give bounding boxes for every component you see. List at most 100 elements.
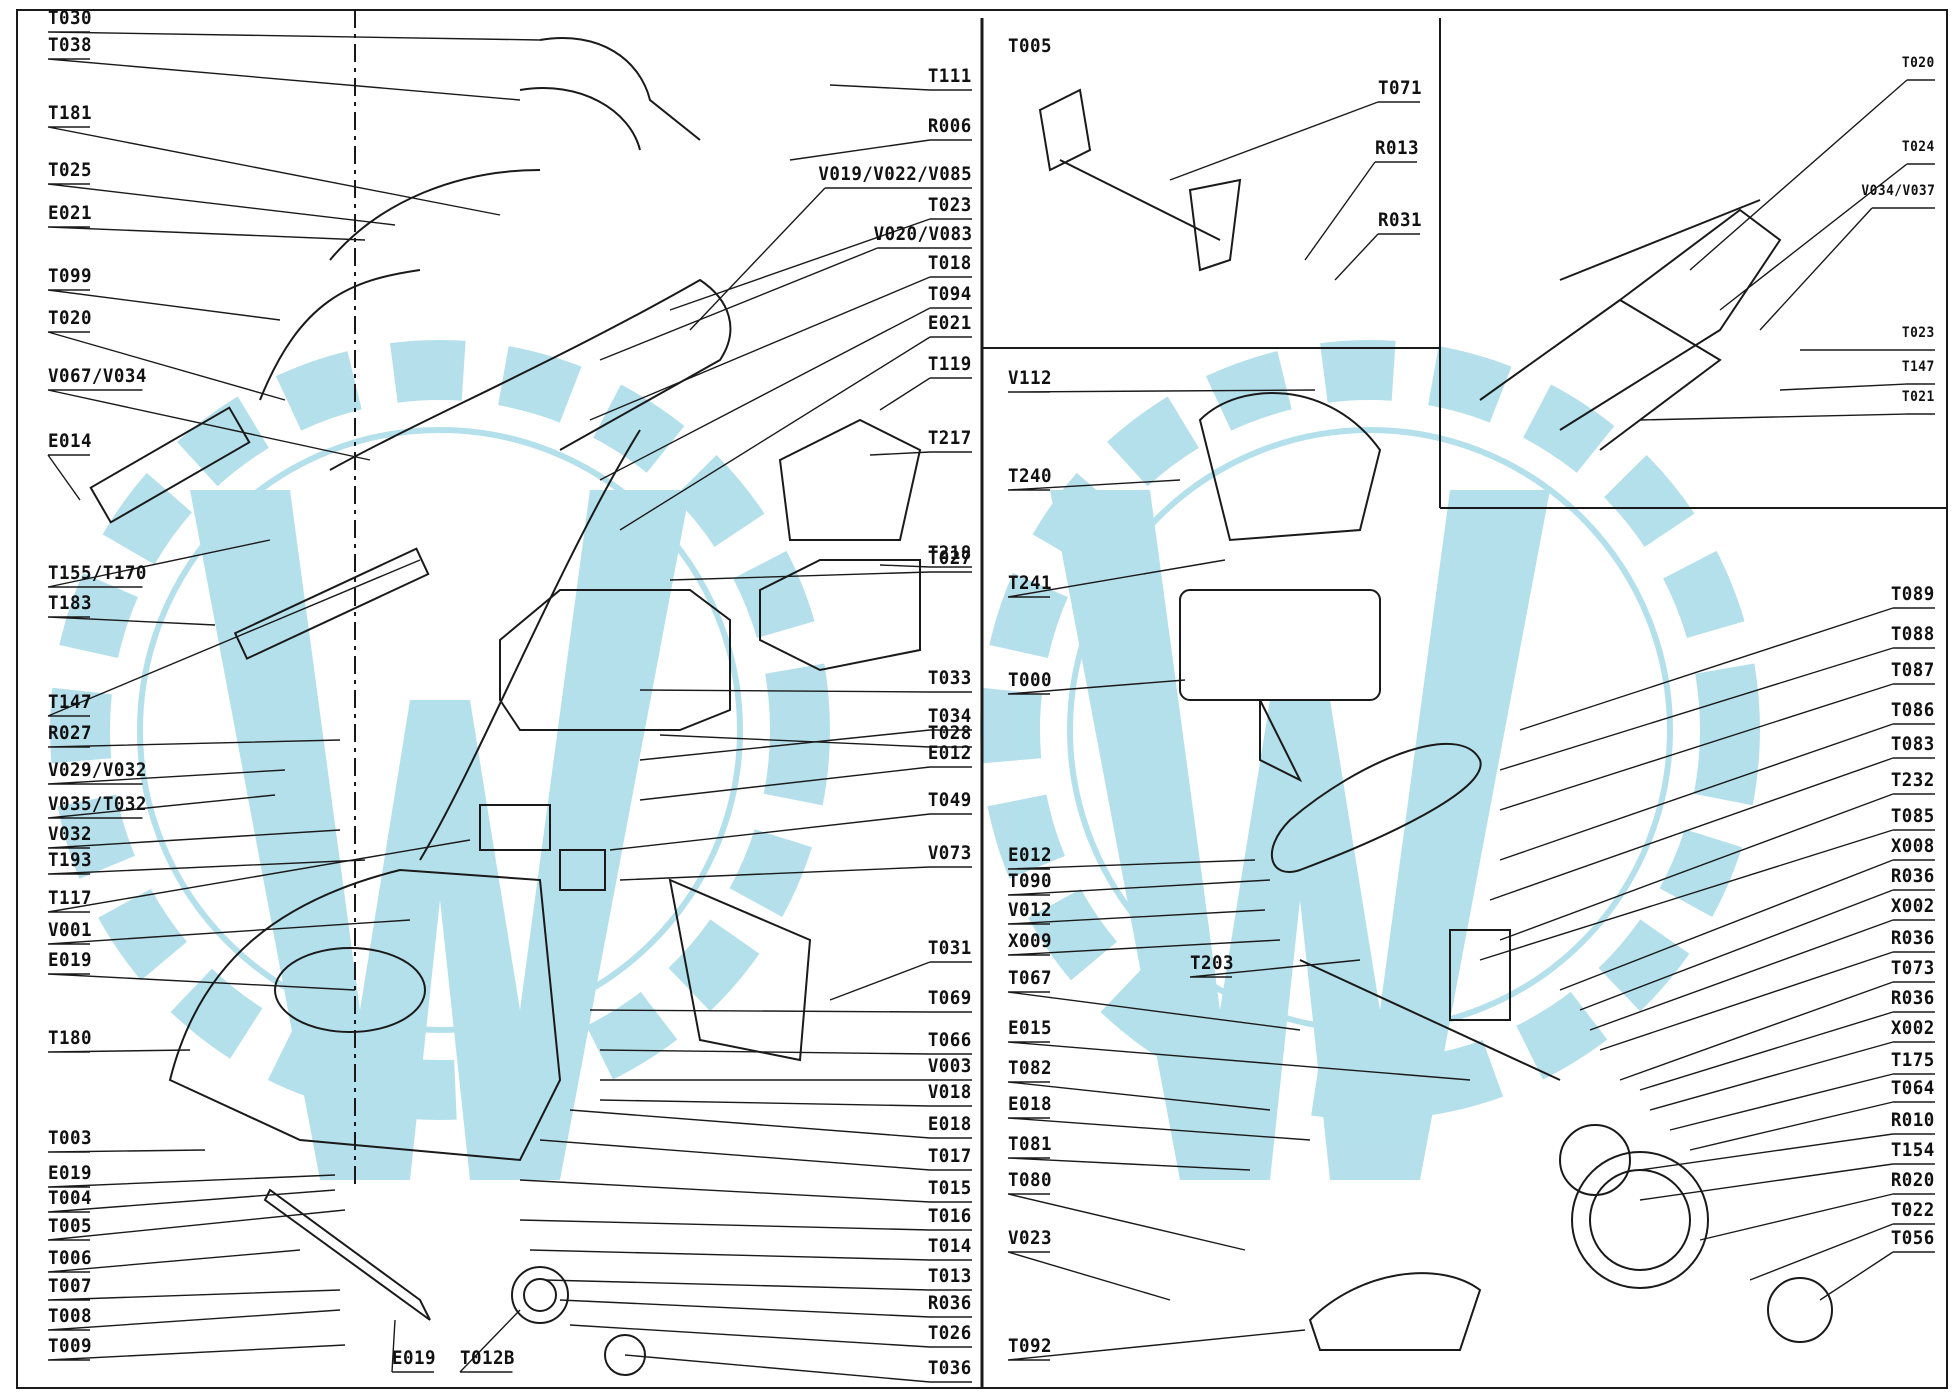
leader-line: [599, 307, 972, 481]
leader-line: [1007, 939, 1281, 956]
leader-line: [869, 451, 972, 456]
leader-line: [1649, 1041, 1935, 1111]
part-label: T030: [48, 7, 92, 29]
leader-line: [519, 1179, 972, 1203]
part-label: X002: [1891, 1017, 1935, 1039]
leader-line: [669, 218, 972, 311]
part-label: R027: [48, 722, 92, 744]
leader-line: [47, 454, 90, 501]
part-label: T007: [48, 1275, 92, 1297]
part-label: T067: [1008, 967, 1052, 989]
part-label: T038: [48, 34, 92, 56]
leader-line: [1619, 981, 1935, 1081]
leader-line: [1007, 1117, 1311, 1141]
leader-line: [47, 1149, 206, 1153]
leader-line: [1779, 383, 1935, 391]
leader-line: [589, 1009, 972, 1013]
leader-line: [47, 839, 471, 913]
part-label: T094: [928, 283, 972, 305]
leader-line: [609, 813, 972, 851]
part-label: T092: [1008, 1335, 1052, 1357]
part-label: T155/T170: [48, 562, 147, 584]
leader-line: [569, 1324, 972, 1348]
part-label: T203: [1190, 952, 1234, 974]
leader-line: [1007, 1329, 1306, 1361]
leader-line: [47, 829, 341, 849]
leader-line: [1559, 859, 1935, 991]
part-label: R013: [1375, 137, 1419, 159]
part-label: T056: [1891, 1227, 1935, 1249]
leader-line: [879, 564, 972, 568]
part-label: T180: [48, 1027, 92, 1049]
part-label: T081: [1008, 1133, 1052, 1155]
part-label: E018: [928, 1113, 972, 1135]
part-label: T005: [48, 1215, 92, 1237]
part-label: V020/V083: [873, 223, 972, 245]
leader-line: [1589, 919, 1935, 1031]
part-label: R010: [1891, 1109, 1935, 1131]
leader-line: [569, 1109, 972, 1139]
leader-line: [619, 336, 972, 531]
part-label: T175: [1891, 1049, 1935, 1071]
leader-line: [1479, 829, 1935, 961]
leader-line: [47, 1209, 346, 1241]
part-label: X009: [1008, 930, 1052, 952]
part-label: T025: [48, 159, 92, 181]
part-label: T031: [928, 937, 972, 959]
part-label: E014: [48, 430, 92, 452]
leader-line: [1519, 607, 1935, 731]
part-label: T232: [1891, 769, 1935, 791]
part-label: T000: [1008, 669, 1052, 691]
leader-line: [529, 1249, 972, 1261]
leader-line: [639, 766, 972, 801]
part-label: T004: [48, 1187, 92, 1209]
leader-line: [559, 1299, 972, 1318]
part-label: T085: [1891, 805, 1935, 827]
leader-line: [459, 1309, 521, 1373]
part-label: T049: [928, 789, 972, 811]
part-label: T080: [1008, 1169, 1052, 1191]
leader-line: [519, 1219, 972, 1231]
part-label: X002: [1891, 895, 1935, 917]
leader-line: [1007, 991, 1301, 1031]
part-label: E018: [1008, 1093, 1052, 1115]
part-label: T218: [928, 542, 972, 564]
leader-line: [624, 1354, 972, 1383]
part-label: T022: [1891, 1199, 1935, 1221]
part-label: E021: [928, 312, 972, 334]
part-label: V073: [928, 842, 972, 864]
leader-line: [1669, 1073, 1935, 1131]
part-label: T217: [928, 427, 972, 449]
leader-line: [47, 1174, 336, 1188]
part-label: T020: [48, 307, 92, 329]
part-label: T154: [1891, 1139, 1935, 1161]
part-label: T069: [928, 987, 972, 1009]
leader-line: [1499, 683, 1935, 811]
leader-line: [589, 276, 972, 421]
part-label: V012: [1008, 899, 1052, 921]
leader-line: [639, 729, 972, 761]
part-label: T023: [1902, 325, 1935, 341]
part-label: V001: [48, 919, 92, 941]
leader-line: [1304, 161, 1417, 261]
part-label: T086: [1891, 699, 1935, 721]
leader-line: [47, 539, 271, 588]
part-label: T034: [928, 705, 972, 727]
leader-line: [1334, 233, 1420, 281]
part-label: V019/V022/V085: [818, 163, 972, 185]
leader-line: [1169, 101, 1420, 181]
part-label: T009: [48, 1335, 92, 1357]
part-label: T181: [48, 102, 92, 124]
leader-line: [829, 84, 972, 91]
leader-line: [47, 289, 281, 321]
part-label: T193: [48, 849, 92, 871]
part-label: T073: [1891, 957, 1935, 979]
leader-line: [47, 1249, 301, 1273]
part-label: T013: [928, 1265, 972, 1287]
part-label: T028: [928, 722, 972, 744]
leader-line: [1007, 1251, 1171, 1301]
part-label: E015: [1008, 1017, 1052, 1039]
leader-line: [639, 689, 972, 693]
